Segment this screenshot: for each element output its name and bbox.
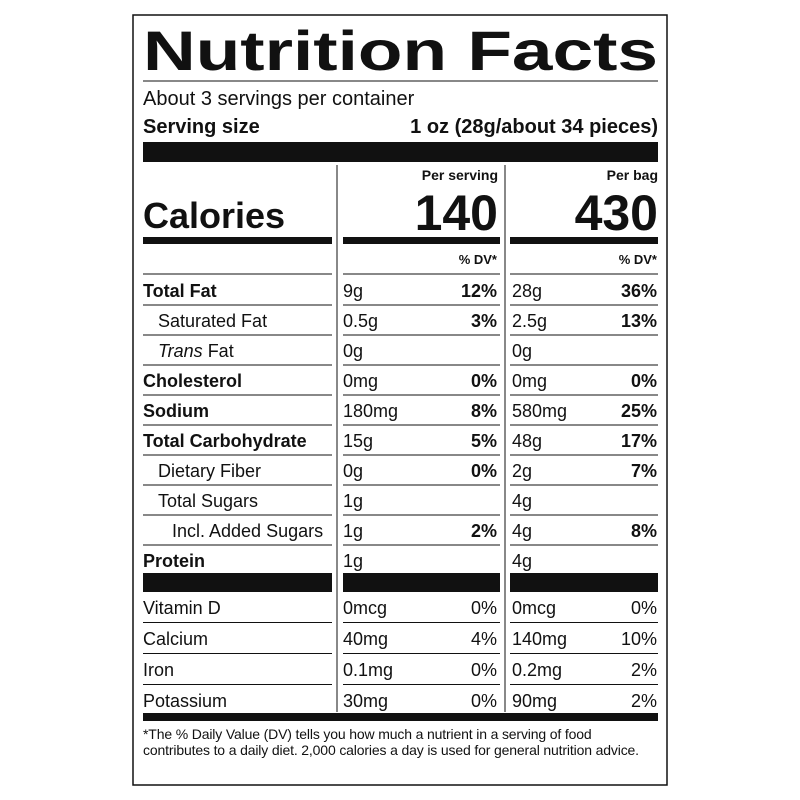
column-header: Per bag: [607, 167, 658, 183]
nutrient-name: Protein: [143, 551, 205, 571]
amount: 90mg: [512, 691, 557, 711]
amount: 1g: [343, 551, 363, 571]
daily-value: 3%: [471, 311, 497, 331]
amount: 2g: [512, 461, 532, 481]
bar: [343, 237, 500, 244]
thick-bar: [143, 142, 658, 162]
amount: 0g: [512, 341, 532, 361]
daily-value: 4%: [471, 629, 497, 649]
bar: [143, 573, 332, 592]
daily-value: 0%: [471, 461, 497, 481]
nutrient-name-rest: Fat: [208, 341, 234, 361]
daily-value: 13%: [621, 311, 657, 331]
daily-value: 0%: [471, 371, 497, 391]
nutrient-name: Cholesterol: [143, 371, 242, 391]
label-border: [132, 14, 668, 786]
nutrient-name-italic: Trans: [158, 341, 203, 361]
daily-value: 12%: [461, 281, 497, 301]
daily-value: 2%: [471, 521, 497, 541]
nutrient-name: Saturated Fat: [158, 311, 267, 331]
amount: 15g: [343, 431, 373, 451]
amount: 1g: [343, 491, 363, 511]
amount: 580mg: [512, 401, 567, 421]
daily-value: 25%: [621, 401, 657, 421]
nutrient-name: Total Fat: [143, 281, 217, 301]
amount: 0g: [343, 341, 363, 361]
amount: 0.2mg: [512, 660, 562, 680]
amount: 0.1mg: [343, 660, 393, 680]
daily-value: 10%: [621, 629, 657, 649]
amount: 9g: [343, 281, 363, 301]
nutrient-name: Trans Fat: [158, 341, 234, 361]
amount: 0.5g: [343, 311, 378, 331]
bar: [510, 237, 658, 244]
calories-value: 140: [415, 185, 498, 241]
amount: 180mg: [343, 401, 398, 421]
daily-value: 2%: [631, 691, 657, 711]
daily-value: 5%: [471, 431, 497, 451]
daily-value: 2%: [631, 660, 657, 680]
daily-value: 0%: [471, 691, 497, 711]
amount: 0g: [343, 461, 363, 481]
amount: 0mcg: [512, 598, 556, 618]
amount: 40mg: [343, 629, 388, 649]
calories-value: 430: [575, 185, 658, 241]
amount: 0mcg: [343, 598, 387, 618]
serving-size-label: Serving size: [143, 116, 260, 138]
footnote: *The % Daily Value (DV) tells you how mu…: [143, 726, 639, 758]
daily-value: 0%: [471, 660, 497, 680]
serving-size: 1 oz (28g/about 34 pieces): [410, 116, 658, 138]
calories-label: Calories: [143, 195, 285, 236]
daily-value: 36%: [621, 281, 657, 301]
amount: 140mg: [512, 629, 567, 649]
dv-header: % DV*: [459, 252, 498, 267]
amount: 4g: [512, 551, 532, 571]
dv-header: % DV*: [619, 252, 658, 267]
daily-value: 8%: [471, 401, 497, 421]
servings: About 3 servings per container: [143, 88, 415, 110]
nutrient-name: Calcium: [143, 629, 208, 649]
nutrient-name: Incl. Added Sugars: [172, 521, 323, 541]
daily-value: 17%: [621, 431, 657, 451]
amount: 4g: [512, 521, 532, 541]
thick-bar: [143, 713, 658, 721]
amount: 2.5g: [512, 311, 547, 331]
daily-value: 0%: [471, 598, 497, 618]
amount: 28g: [512, 281, 542, 301]
bar: [343, 573, 500, 592]
daily-value: 0%: [631, 371, 657, 391]
daily-value: 0%: [631, 598, 657, 618]
amount: 4g: [512, 491, 532, 511]
nutrient-name: Iron: [143, 660, 174, 680]
bar: [510, 573, 658, 592]
amount: 0mg: [512, 371, 547, 391]
nutrient-name: Dietary Fiber: [158, 461, 261, 481]
nutrient-name: Total Sugars: [158, 491, 258, 511]
nutrient-name: Total Carbohydrate: [143, 431, 307, 451]
daily-value: 8%: [631, 521, 657, 541]
amount: 48g: [512, 431, 542, 451]
bar: [143, 237, 332, 244]
amount: 1g: [343, 521, 363, 541]
nutrient-name: Potassium: [143, 691, 227, 711]
nutrient-name: Sodium: [143, 401, 209, 421]
daily-value: 7%: [631, 461, 657, 481]
amount: 30mg: [343, 691, 388, 711]
nutrient-name: Vitamin D: [143, 598, 221, 618]
amount: 0mg: [343, 371, 378, 391]
column-header: Per serving: [422, 167, 498, 183]
title: Nutrition Facts: [143, 19, 658, 82]
